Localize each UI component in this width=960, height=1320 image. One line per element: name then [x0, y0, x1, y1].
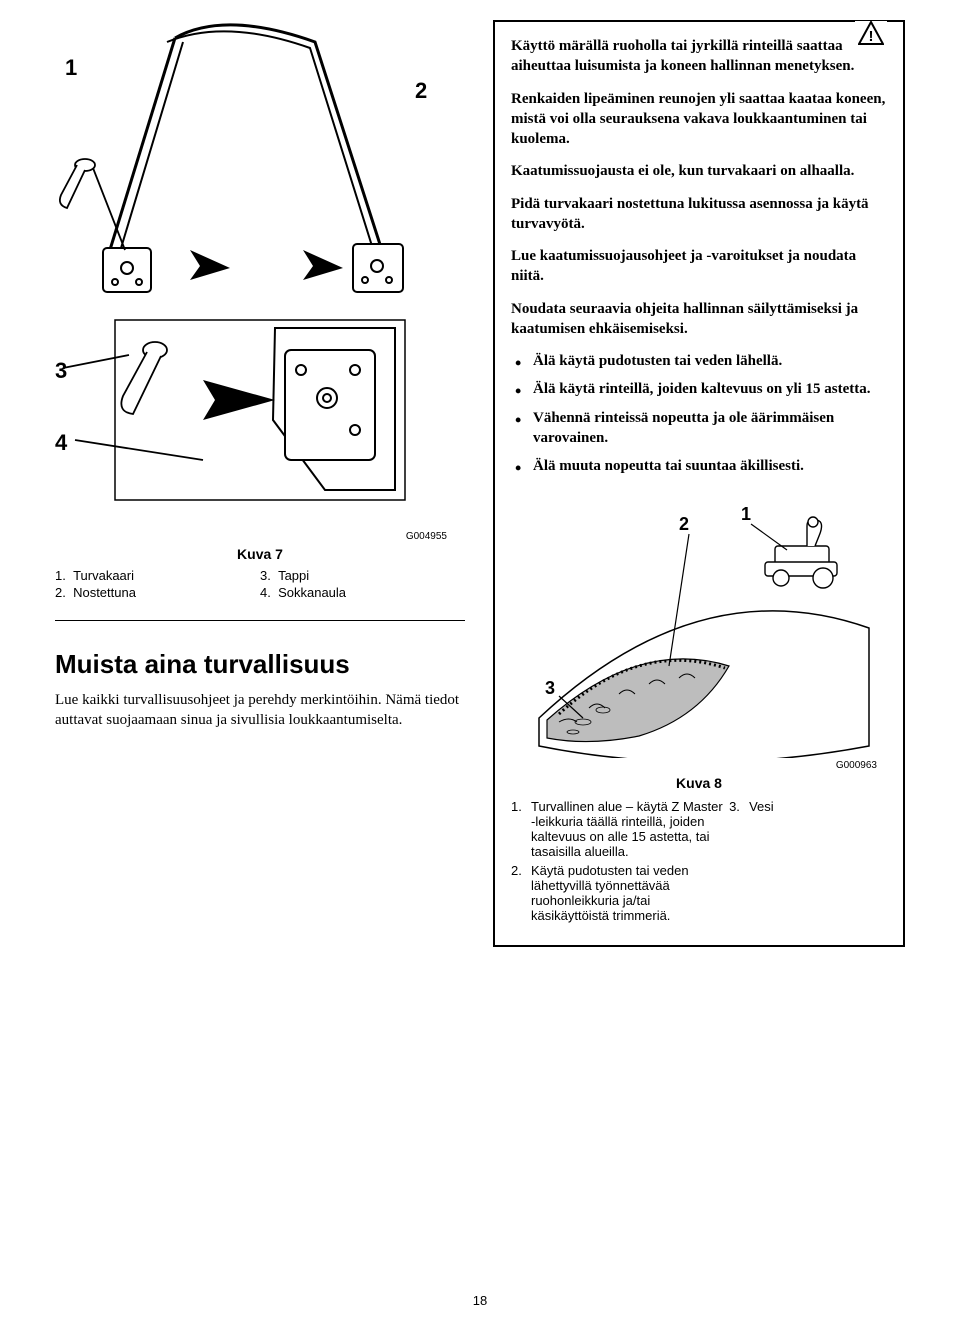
warning-icon: ! — [855, 21, 887, 51]
warn-p6: Noudata seuraavia ohjeita hallinnan säil… — [511, 299, 887, 340]
fig7-legend-t3: Tappi — [278, 568, 309, 583]
warn-p5: Lue kaatumissuojausohjeet ja -varoitukse… — [511, 246, 887, 287]
warn-p3: Kaatumissuojausta ei ole, kun turvakaari… — [511, 161, 887, 181]
fig7-legend: 1. Turvakaari 2. Nostettuna 3. Tappi 4. … — [55, 568, 465, 621]
fig7-legend-t4: Sokkanaula — [278, 585, 346, 600]
fig8-callout-2: 2 — [679, 514, 689, 534]
bullet-2: Älä käytä rinteillä, joiden kaltevuus on… — [515, 379, 887, 399]
fig7-legend-t1: Turvakaari — [73, 568, 134, 583]
safety-body-text: Lue kaikki turvallisuusohjeet ja perehdy… — [55, 690, 465, 731]
fig8-legend-n1: 1. — [511, 799, 531, 859]
warn-p2: Renkaiden lipeäminen reunojen yli saatta… — [511, 89, 887, 150]
fig8-callout-3: 3 — [545, 678, 555, 698]
fig8-legend-t2: Käytä pudotusten tai veden lähettyvillä … — [531, 863, 729, 923]
warn-p4: Pidä turvakaari nostettuna lukitussa ase… — [511, 194, 887, 235]
fig7-callout-2: 2 — [415, 78, 427, 103]
bullet-3: Vähennä rinteissä nopeutta ja ole äärimm… — [515, 408, 887, 449]
fig7-callout-1: 1 — [65, 55, 77, 80]
heading-safety: Muista aina turvallisuus — [55, 649, 465, 680]
fig8-legend-n3: 3. — [729, 799, 749, 814]
warning-bullets: Älä käytä pudotusten tai veden lähellä. … — [511, 351, 887, 476]
fig7-legend-t2: Nostettuna — [73, 585, 136, 600]
fig7-code: G004955 — [55, 531, 465, 542]
fig7-legend-n1: 1. — [55, 568, 66, 583]
left-column: 1 2 3 — [55, 20, 465, 947]
fig8-legend-n2: 2. — [511, 863, 531, 923]
warn-p1: Käyttö märällä ruoholla tai jyrkillä rin… — [511, 36, 887, 77]
bullet-1: Älä käytä pudotusten tai veden lähellä. — [515, 351, 887, 371]
figure-7-illustration: 1 2 3 — [55, 20, 465, 530]
fig7-legend-n3: 3. — [260, 568, 271, 583]
figure-8-illustration: 1 2 3 — [519, 488, 879, 758]
fig7-callout-4: 4 — [55, 430, 68, 455]
fig8-callout-1: 1 — [741, 504, 751, 524]
fig8-caption: Kuva 8 — [511, 775, 887, 791]
bullet-4: Älä muuta nopeutta tai suuntaa äkillises… — [515, 456, 887, 476]
fig8-code: G000963 — [511, 760, 887, 771]
warning-box: ! Käyttö märällä ruoholla tai jyrkillä r… — [493, 20, 905, 947]
page-number: 18 — [0, 1293, 960, 1308]
fig8-legend-t1: Turvallinen alue – käytä Z Master -leikk… — [531, 799, 729, 859]
fig8-legend-t3: Vesi — [749, 799, 774, 814]
fig7-legend-n4: 4. — [260, 585, 271, 600]
fig8-legend: 1.Turvallinen alue – käytä Z Master -lei… — [511, 799, 887, 927]
svg-text:!: ! — [869, 28, 874, 45]
fig7-caption: Kuva 7 — [55, 546, 465, 562]
fig7-callout-3: 3 — [55, 358, 67, 383]
fig7-legend-n2: 2. — [55, 585, 66, 600]
